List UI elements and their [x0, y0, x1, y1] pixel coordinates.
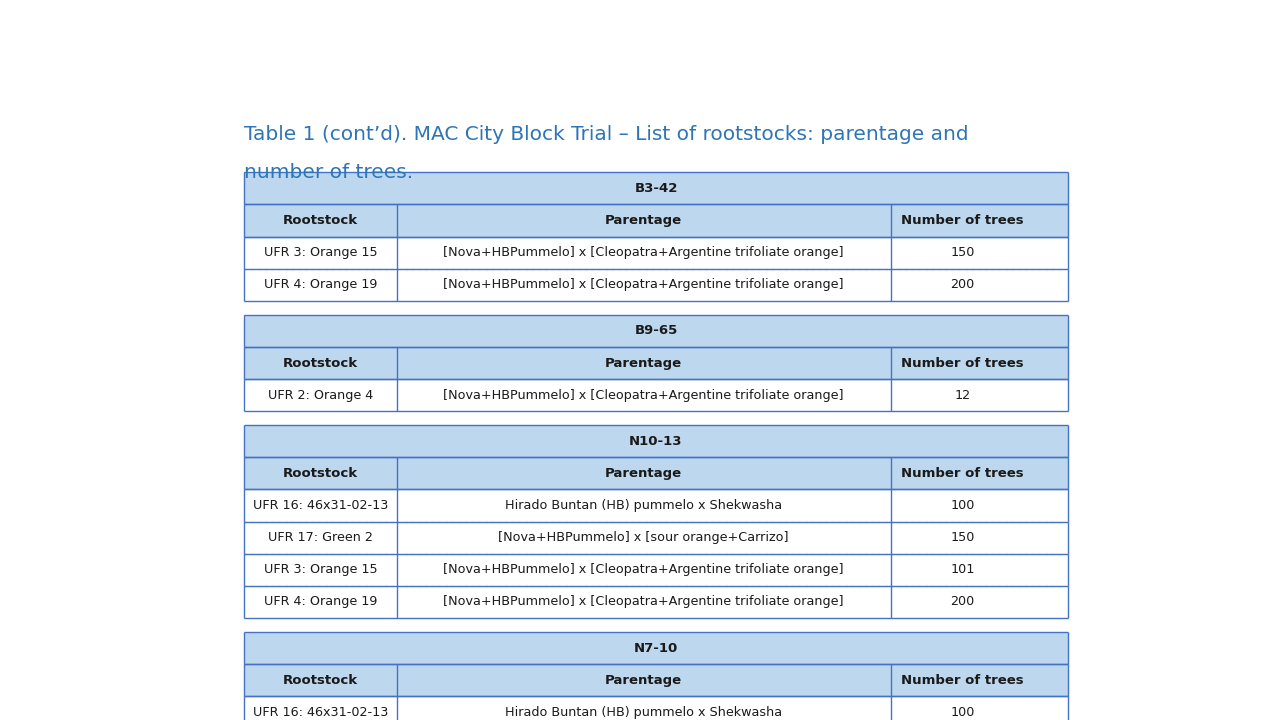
Text: 200: 200	[951, 279, 975, 292]
Text: UFR 4: Orange 19: UFR 4: Orange 19	[264, 595, 378, 608]
Text: Parentage: Parentage	[605, 467, 682, 480]
Bar	[244, 172, 1068, 204]
Text: [Nova+HBPummelo] x [Cleopatra+Argentine trifoliate orange]: [Nova+HBPummelo] x [Cleopatra+Argentine …	[443, 563, 844, 576]
Text: B3-42: B3-42	[635, 182, 677, 195]
Text: Rootstock: Rootstock	[283, 467, 358, 480]
Bar	[244, 490, 1068, 521]
Text: Hirado Buntan (HB) pummelo x Shekwasha: Hirado Buntan (HB) pummelo x Shekwasha	[506, 499, 782, 512]
Text: [Nova+HBPummelo] x [Cleopatra+Argentine trifoliate orange]: [Nova+HBPummelo] x [Cleopatra+Argentine …	[443, 246, 844, 259]
Text: Number of trees: Number of trees	[901, 467, 1024, 480]
Text: Rootstock: Rootstock	[283, 674, 358, 687]
Bar	[244, 586, 1068, 618]
Text: Table 1 (cont’d). MAC City Block Trial – List of rootstocks: parentage and: Table 1 (cont’d). MAC City Block Trial –…	[244, 125, 969, 144]
Bar	[244, 457, 1068, 490]
Text: UFR 17: Green 2: UFR 17: Green 2	[268, 531, 372, 544]
Text: N7-10: N7-10	[634, 642, 678, 654]
Text: 150: 150	[951, 246, 975, 259]
Text: number of trees.: number of trees.	[244, 163, 413, 182]
Text: 150: 150	[951, 531, 975, 544]
Bar	[244, 696, 1068, 720]
Bar	[244, 632, 1068, 664]
Text: 200: 200	[951, 595, 975, 608]
Bar	[244, 664, 1068, 696]
Text: Parentage: Parentage	[605, 674, 682, 687]
Text: UFR 16: 46x31-02-13: UFR 16: 46x31-02-13	[252, 499, 388, 512]
Text: UFR 3: Orange 15: UFR 3: Orange 15	[264, 246, 378, 259]
Text: Parentage: Parentage	[605, 356, 682, 369]
Text: Rootstock: Rootstock	[283, 356, 358, 369]
Text: B9-65: B9-65	[635, 325, 677, 338]
Text: N10-13: N10-13	[630, 435, 682, 448]
Text: Number of trees: Number of trees	[901, 674, 1024, 687]
Text: UFR 2: Orange 4: UFR 2: Orange 4	[268, 389, 372, 402]
Text: 100: 100	[951, 706, 975, 719]
Text: UFR 16: 46x31-02-13: UFR 16: 46x31-02-13	[252, 706, 388, 719]
Text: 101: 101	[951, 563, 975, 576]
Text: Parentage: Parentage	[605, 214, 682, 227]
Text: Number of trees: Number of trees	[901, 214, 1024, 227]
Bar	[244, 237, 1068, 269]
Text: Number of trees: Number of trees	[901, 356, 1024, 369]
Text: [Nova+HBPummelo] x [Cleopatra+Argentine trifoliate orange]: [Nova+HBPummelo] x [Cleopatra+Argentine …	[443, 279, 844, 292]
Text: 100: 100	[951, 499, 975, 512]
Bar	[244, 315, 1068, 347]
Bar	[244, 269, 1068, 301]
Bar	[244, 379, 1068, 411]
Text: [Nova+HBPummelo] x [Cleopatra+Argentine trifoliate orange]: [Nova+HBPummelo] x [Cleopatra+Argentine …	[443, 595, 844, 608]
Bar	[244, 521, 1068, 554]
Text: Hirado Buntan (HB) pummelo x Shekwasha: Hirado Buntan (HB) pummelo x Shekwasha	[506, 706, 782, 719]
Bar	[244, 204, 1068, 237]
Text: Rootstock: Rootstock	[283, 214, 358, 227]
Text: UFR 4: Orange 19: UFR 4: Orange 19	[264, 279, 378, 292]
Bar	[244, 347, 1068, 379]
Text: [Nova+HBPummelo] x [Cleopatra+Argentine trifoliate orange]: [Nova+HBPummelo] x [Cleopatra+Argentine …	[443, 389, 844, 402]
Bar	[244, 425, 1068, 457]
Text: UFR 3: Orange 15: UFR 3: Orange 15	[264, 563, 378, 576]
Bar	[244, 554, 1068, 586]
Text: 12: 12	[955, 389, 970, 402]
Text: [Nova+HBPummelo] x [sour orange+Carrizo]: [Nova+HBPummelo] x [sour orange+Carrizo]	[498, 531, 788, 544]
